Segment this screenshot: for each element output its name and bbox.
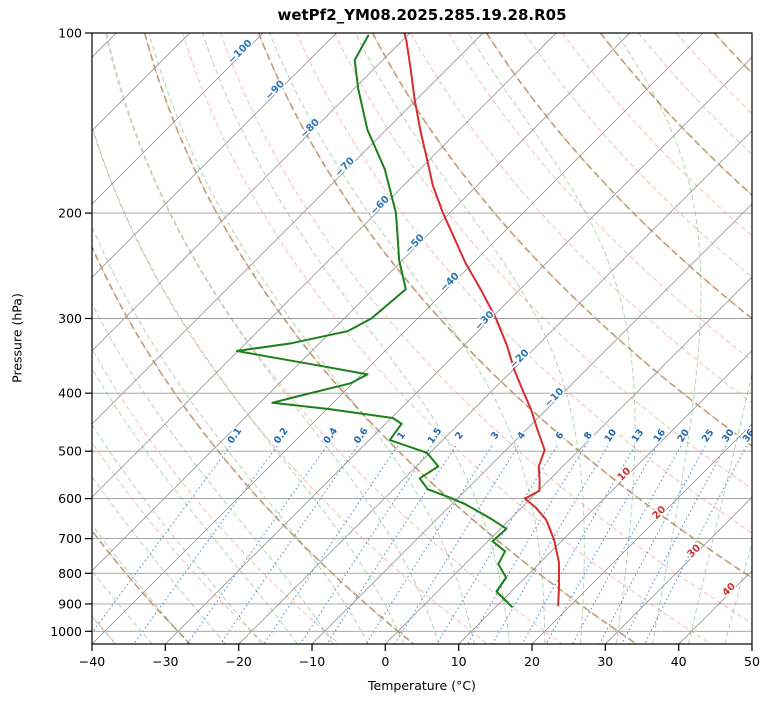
pressure-tick-label: 700 bbox=[58, 531, 82, 546]
pressure-tick-label: 800 bbox=[58, 566, 82, 581]
pressure-tick-label: 900 bbox=[58, 596, 82, 611]
temperature-tick-label: 10 bbox=[451, 654, 467, 669]
x-axis-label: Temperature (°C) bbox=[368, 678, 476, 693]
pressure-tick-label: 200 bbox=[58, 206, 82, 221]
temperature-tick-label: −10 bbox=[299, 654, 325, 669]
temperature-tick-label: −20 bbox=[226, 654, 252, 669]
pressure-tick-label: 600 bbox=[58, 491, 82, 506]
dry-adiabats-major bbox=[92, 33, 752, 644]
sounding-profiles bbox=[235, 33, 561, 608]
temperature-tick-label: 20 bbox=[524, 654, 540, 669]
chart-title: wetPf2_YM08.2025.285.19.28.R05 bbox=[277, 6, 567, 24]
pressure-tick-label: 400 bbox=[58, 386, 82, 401]
temperature-tick-label: −40 bbox=[79, 654, 105, 669]
temperature-tick-label: −30 bbox=[152, 654, 178, 669]
pressure-tick-label: 500 bbox=[58, 444, 82, 459]
temperature-curve bbox=[403, 33, 561, 607]
mixing-ratio-lines bbox=[92, 445, 747, 644]
plot-border bbox=[91, 32, 753, 645]
dewpoint-curve bbox=[235, 34, 513, 608]
pressure-tick-label: 300 bbox=[58, 311, 82, 326]
temperature-tick-label: 0 bbox=[381, 654, 389, 669]
isotherms bbox=[92, 33, 752, 644]
plot-background bbox=[92, 33, 752, 644]
moist-adiabats bbox=[92, 33, 752, 644]
pressure-tick-label: 100 bbox=[58, 26, 82, 41]
temperature-tick-label: 50 bbox=[744, 654, 760, 669]
pressure-tick-label: 1000 bbox=[50, 624, 82, 639]
temperature-tick-label: 40 bbox=[671, 654, 687, 669]
temperature-tick-label: 30 bbox=[597, 654, 613, 669]
